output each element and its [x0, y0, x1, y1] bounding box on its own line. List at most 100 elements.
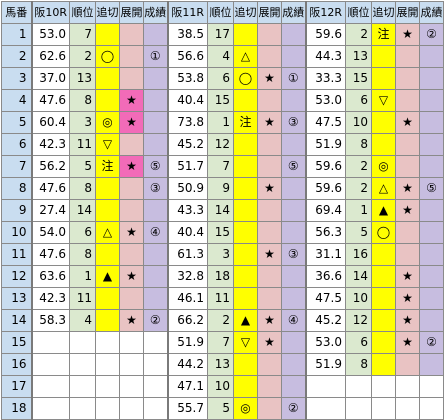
- tenkai-mark: ★: [119, 155, 144, 178]
- index-value: 53.0: [30, 23, 70, 46]
- index-value: 59.6: [304, 177, 346, 200]
- horse-number: 18: [1, 397, 32, 420]
- table-row: 12 63.6 1 ▲ ★ 32.8 18 36.6 14 ★: [1, 265, 444, 288]
- oikiri-mark: ▽: [371, 89, 396, 112]
- result-mark: [143, 67, 168, 90]
- tenkai-mark: ★: [395, 23, 420, 46]
- tenkai-mark: [119, 133, 144, 156]
- index-value: 53.8: [166, 67, 208, 90]
- oikiri-mark: [233, 287, 258, 310]
- result-mark: [143, 287, 168, 310]
- index-value: 45.2: [166, 133, 208, 156]
- rank: 10: [345, 111, 372, 134]
- oikiri-mark: [95, 67, 120, 90]
- oikiri-mark: [371, 353, 396, 376]
- result-mark: ①: [143, 45, 168, 68]
- result-mark: [143, 243, 168, 266]
- rank: 13: [345, 45, 372, 68]
- rank: 15: [207, 221, 234, 244]
- oikiri-mark: [233, 177, 258, 200]
- result-mark: [281, 133, 306, 156]
- tenkai-mark: [119, 287, 144, 310]
- index-value: 43.3: [166, 199, 208, 222]
- table-row: 4 47.6 8 ★ 40.4 15 53.0 6 ▽: [1, 89, 444, 112]
- result-mark: [281, 89, 306, 112]
- rank: 2: [345, 155, 372, 178]
- tenkai-mark: ★: [119, 111, 144, 134]
- index-value: 50.9: [166, 177, 208, 200]
- rank: 16: [345, 243, 372, 266]
- table-row: 17 47.1 10: [1, 375, 444, 398]
- result-mark: [281, 353, 306, 376]
- tenkai-mark: ★: [395, 177, 420, 200]
- result-mark: ⑤: [143, 155, 168, 178]
- empty-cell: [395, 375, 420, 398]
- result-mark: [419, 133, 444, 156]
- result-mark: [143, 23, 168, 46]
- index-value: 47.6: [30, 89, 70, 112]
- rank: 11: [69, 287, 96, 310]
- rank: 3: [207, 243, 234, 266]
- index-value: 51.9: [304, 133, 346, 156]
- result-mark: [419, 67, 444, 90]
- oikiri-mark: [371, 309, 396, 332]
- header-horse-no: 馬番: [1, 1, 32, 24]
- rank: 10: [207, 375, 234, 398]
- tenkai-mark: [395, 67, 420, 90]
- header-race-1: 阪10R: [30, 1, 70, 24]
- result-mark: [281, 45, 306, 68]
- tenkai-mark: [257, 397, 282, 420]
- index-value: 38.5: [166, 23, 208, 46]
- oikiri-mark: 注: [95, 155, 120, 178]
- oikiri-mark: [95, 309, 120, 332]
- oikiri-mark: [233, 155, 258, 178]
- oikiri-mark: ◯: [95, 45, 120, 68]
- oikiri-mark: [371, 45, 396, 68]
- tenkai-mark: ★: [395, 331, 420, 354]
- index-value: 51.7: [166, 155, 208, 178]
- result-mark: [281, 265, 306, 288]
- tenkai-mark: ★: [257, 331, 282, 354]
- empty-cell: [304, 375, 346, 398]
- index-value: 61.3: [166, 243, 208, 266]
- empty-cell: [69, 375, 96, 398]
- tenkai-mark: ★: [257, 309, 282, 332]
- oikiri-mark: ◯: [371, 221, 396, 244]
- result-mark: ⑤: [281, 155, 306, 178]
- header-race-3: 阪12R: [304, 1, 346, 24]
- empty-cell: [119, 353, 144, 376]
- tenkai-mark: ★: [395, 111, 420, 134]
- empty-cell: [30, 375, 70, 398]
- oikiri-mark: [371, 287, 396, 310]
- horse-number: 17: [1, 375, 32, 398]
- tenkai-mark: ★: [257, 111, 282, 134]
- tenkai-mark: [119, 67, 144, 90]
- table-row: 13 42.3 11 46.1 11 47.5 10 ★: [1, 287, 444, 310]
- header-race-2: 阪11R: [166, 1, 208, 24]
- empty-cell: [69, 331, 96, 354]
- rank: 14: [69, 199, 96, 222]
- horse-number: 4: [1, 89, 32, 112]
- horse-number: 3: [1, 67, 32, 90]
- oikiri-mark: △: [95, 221, 120, 244]
- result-mark: [419, 111, 444, 134]
- tenkai-mark: ★: [119, 265, 144, 288]
- oikiri-mark: [95, 199, 120, 222]
- header-seiseki-1: 成績: [143, 1, 168, 24]
- tenkai-mark: [257, 287, 282, 310]
- result-mark: ②: [143, 309, 168, 332]
- oikiri-mark: [95, 89, 120, 112]
- rank: 13: [69, 67, 96, 90]
- rank: 2: [345, 23, 372, 46]
- empty-cell: [30, 397, 70, 420]
- rank: 6: [69, 221, 96, 244]
- horse-number: 9: [1, 199, 32, 222]
- result-mark: [281, 375, 306, 398]
- empty-cell: [95, 375, 120, 398]
- result-mark: [419, 89, 444, 112]
- empty-cell: [95, 353, 120, 376]
- oikiri-mark: [371, 331, 396, 354]
- oikiri-mark: ▲: [95, 265, 120, 288]
- oikiri-mark: [233, 89, 258, 112]
